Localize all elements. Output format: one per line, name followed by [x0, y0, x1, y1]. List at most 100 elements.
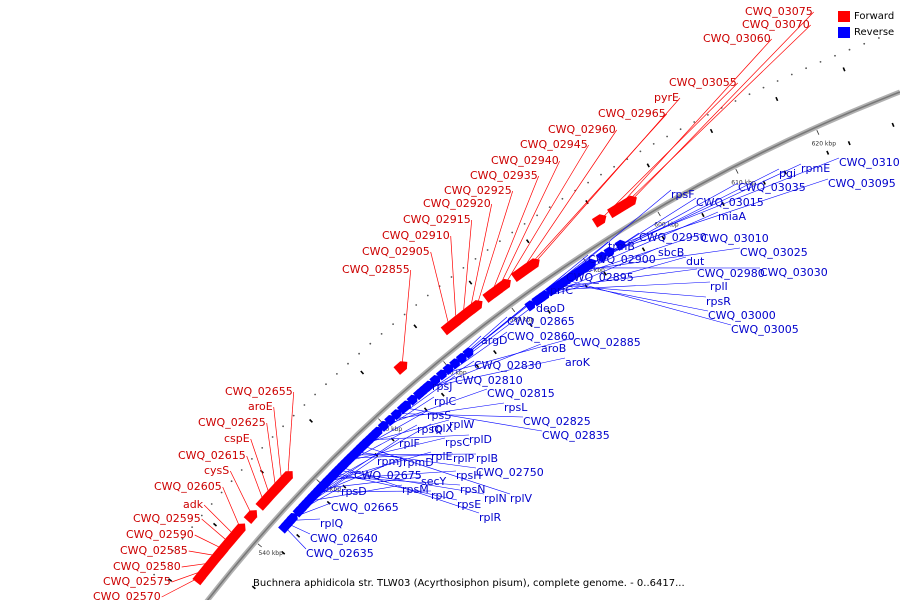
- reverse-leader-line: [335, 472, 458, 501]
- reverse-gene-label-rpsc: rpsC: [445, 436, 470, 449]
- track-dot: [762, 86, 765, 89]
- reverse-gene-label-cwq-03000: CWQ_03000: [708, 309, 776, 322]
- scale-tick-label: 590 kbp: [580, 267, 605, 274]
- forward-gene-arrow-cwq-02925: [468, 300, 483, 314]
- track-dot: [426, 294, 429, 297]
- reverse-gene-label-rplb: rplB: [476, 452, 498, 465]
- genome-caption: Buchnera aphidicola str. TLW03 (Acyrthos…: [253, 578, 685, 589]
- reverse-gene-label-rpsd: rpsD: [341, 485, 367, 498]
- forward-gene-arrow-cwq-03055: [591, 214, 607, 228]
- reverse-swatch: [838, 26, 850, 38]
- reverse-gene-label-rplw: rplW: [449, 418, 475, 431]
- forward-swatch: [838, 10, 850, 22]
- track-dot: [240, 469, 243, 471]
- track-dot: [734, 100, 737, 102]
- track-dot: [392, 323, 394, 325]
- skew-tick: [251, 585, 256, 590]
- forward-gene-label-cwq-02615: CWQ_02615: [178, 449, 246, 462]
- forward-leader-line: [229, 470, 253, 516]
- reverse-leader-line: [580, 247, 741, 271]
- reverse-gene-arrow-cwq-03105: [614, 239, 626, 251]
- skew-tick: [413, 324, 418, 329]
- forward-gene-arrow-cwq-02655: [279, 471, 293, 485]
- forward-leader-line: [615, 38, 772, 211]
- track-dot: [282, 425, 284, 428]
- track-dot: [251, 458, 253, 460]
- reverse-leader-line: [562, 282, 709, 312]
- reverse-leader-line: [541, 256, 687, 298]
- reverse-gene-arrow-cwq-02830: [400, 400, 411, 412]
- reverse-leader-line: [397, 413, 524, 418]
- skew-tick: [342, 484, 347, 489]
- track-dot: [707, 114, 709, 116]
- reverse-leader-line: [442, 337, 574, 375]
- forward-gene-label-cwq-02945: CWQ_02945: [520, 138, 588, 151]
- forward-gene-label-adk: adk: [183, 498, 204, 511]
- skew-tick: [775, 96, 779, 102]
- track-dot: [536, 214, 538, 217]
- reverse-gene-label-cwq-03035: CWQ_03035: [738, 181, 806, 194]
- skew-tick: [842, 67, 846, 72]
- forward-gene-arrow-cyss: [243, 510, 258, 524]
- reverse-gene-label-cwq-02950: CWQ_02950: [639, 231, 707, 244]
- skew-tick: [547, 309, 551, 314]
- forward-gene-label-cwq-02605: CWQ_02605: [154, 480, 222, 493]
- reverse-leader-line: [284, 526, 307, 550]
- track-dot: [561, 197, 564, 200]
- skew-tick: [641, 247, 646, 252]
- scale-tick-label: 540 kbp: [258, 550, 283, 557]
- reverse-gene-label-cwq-02825: CWQ_02825: [523, 415, 591, 428]
- forward-gene-label-cwq-02625: CWQ_02625: [198, 416, 266, 429]
- reverse-gene-label-deod: deoD: [536, 302, 565, 315]
- reverse-leader-line: [610, 178, 829, 252]
- track-dot: [450, 276, 453, 278]
- reverse-leader-line: [426, 357, 566, 389]
- reverse-gene-label-cwq-02980: CWQ_02980: [697, 267, 765, 280]
- reverse-gene-label-cwq-02815: CWQ_02815: [487, 387, 555, 400]
- forward-gene-arrow-cwq-02605: [232, 523, 246, 538]
- track-dot: [380, 333, 383, 335]
- reverse-leader-line: [555, 268, 698, 288]
- reverse-gene-arrow-argd: [406, 394, 418, 406]
- legend-label-reverse: Reverse: [854, 26, 895, 38]
- track-dot: [523, 223, 526, 225]
- reverse-gene-label-rplq: rplQ: [320, 517, 344, 530]
- reverse-gene-label-cwq-02665: CWQ_02665: [331, 501, 399, 514]
- reverse-leader-line: [403, 407, 543, 432]
- reverse-leader-line: [577, 211, 719, 274]
- forward-gene-label-cwq-02595: CWQ_02595: [133, 512, 201, 525]
- reverse-gene-arrow-trmb: [462, 347, 474, 359]
- forward-gene-label-cwq-02855: CWQ_02855: [342, 263, 410, 276]
- reverse-leader-line: [384, 388, 488, 426]
- forward-gene-label-cyss: cysS: [204, 464, 229, 477]
- reverse-leader-line: [347, 437, 446, 462]
- forward-leader-line: [497, 160, 561, 290]
- reverse-gene-label-argd: argD: [481, 334, 508, 347]
- reverse-gene-label-cwq-02900: CWQ_02900: [588, 253, 656, 266]
- forward-leader-line: [469, 203, 493, 311]
- track-dot: [200, 514, 203, 517]
- forward-gene-label-cwq-02905: CWQ_02905: [362, 245, 430, 258]
- reverse-gene-label-cwq-02635: CWQ_02635: [306, 547, 374, 560]
- reverse-gene-arrow-cwq-02865: [422, 380, 434, 392]
- track-dot: [403, 313, 406, 316]
- track-dot: [314, 393, 316, 396]
- track-dot: [639, 150, 642, 153]
- track-dot: [474, 258, 477, 260]
- forward-gene-label-cwq-02965: CWQ_02965: [598, 107, 666, 120]
- track-dot: [878, 37, 880, 39]
- track-dot: [848, 48, 851, 51]
- reverse-leader-line: [462, 254, 589, 358]
- reverse-leader-line: [552, 281, 711, 291]
- reverse-gene-label-rpme: rpmE: [801, 162, 830, 175]
- skew-tick: [475, 363, 480, 369]
- reverse-gene-label-pgi: pgi: [779, 167, 796, 180]
- track-dot: [303, 404, 306, 406]
- reverse-gene-label-cwq-02860: CWQ_02860: [507, 330, 575, 343]
- reverse-gene-label-cwq-03015: CWQ_03015: [696, 196, 764, 209]
- track-dot: [748, 93, 751, 96]
- track-dot: [172, 549, 174, 552]
- forward-gene-label-cwq-02580: CWQ_02580: [113, 560, 181, 573]
- reverse-gene-label-rpsj: rpsJ: [432, 380, 452, 393]
- reverse-gene-arrow-cwq-02815: [377, 420, 389, 432]
